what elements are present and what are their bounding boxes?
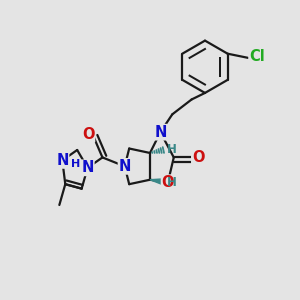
Text: H: H xyxy=(167,142,177,156)
Text: N: N xyxy=(81,160,94,175)
Polygon shape xyxy=(150,179,164,185)
Text: H: H xyxy=(70,159,80,169)
Text: O: O xyxy=(162,175,174,190)
Text: O: O xyxy=(82,127,94,142)
Text: H: H xyxy=(167,176,177,189)
Text: N: N xyxy=(118,159,131,174)
Text: O: O xyxy=(192,150,204,165)
Text: Cl: Cl xyxy=(249,49,265,64)
Text: N: N xyxy=(56,153,68,168)
Text: N: N xyxy=(154,125,167,140)
